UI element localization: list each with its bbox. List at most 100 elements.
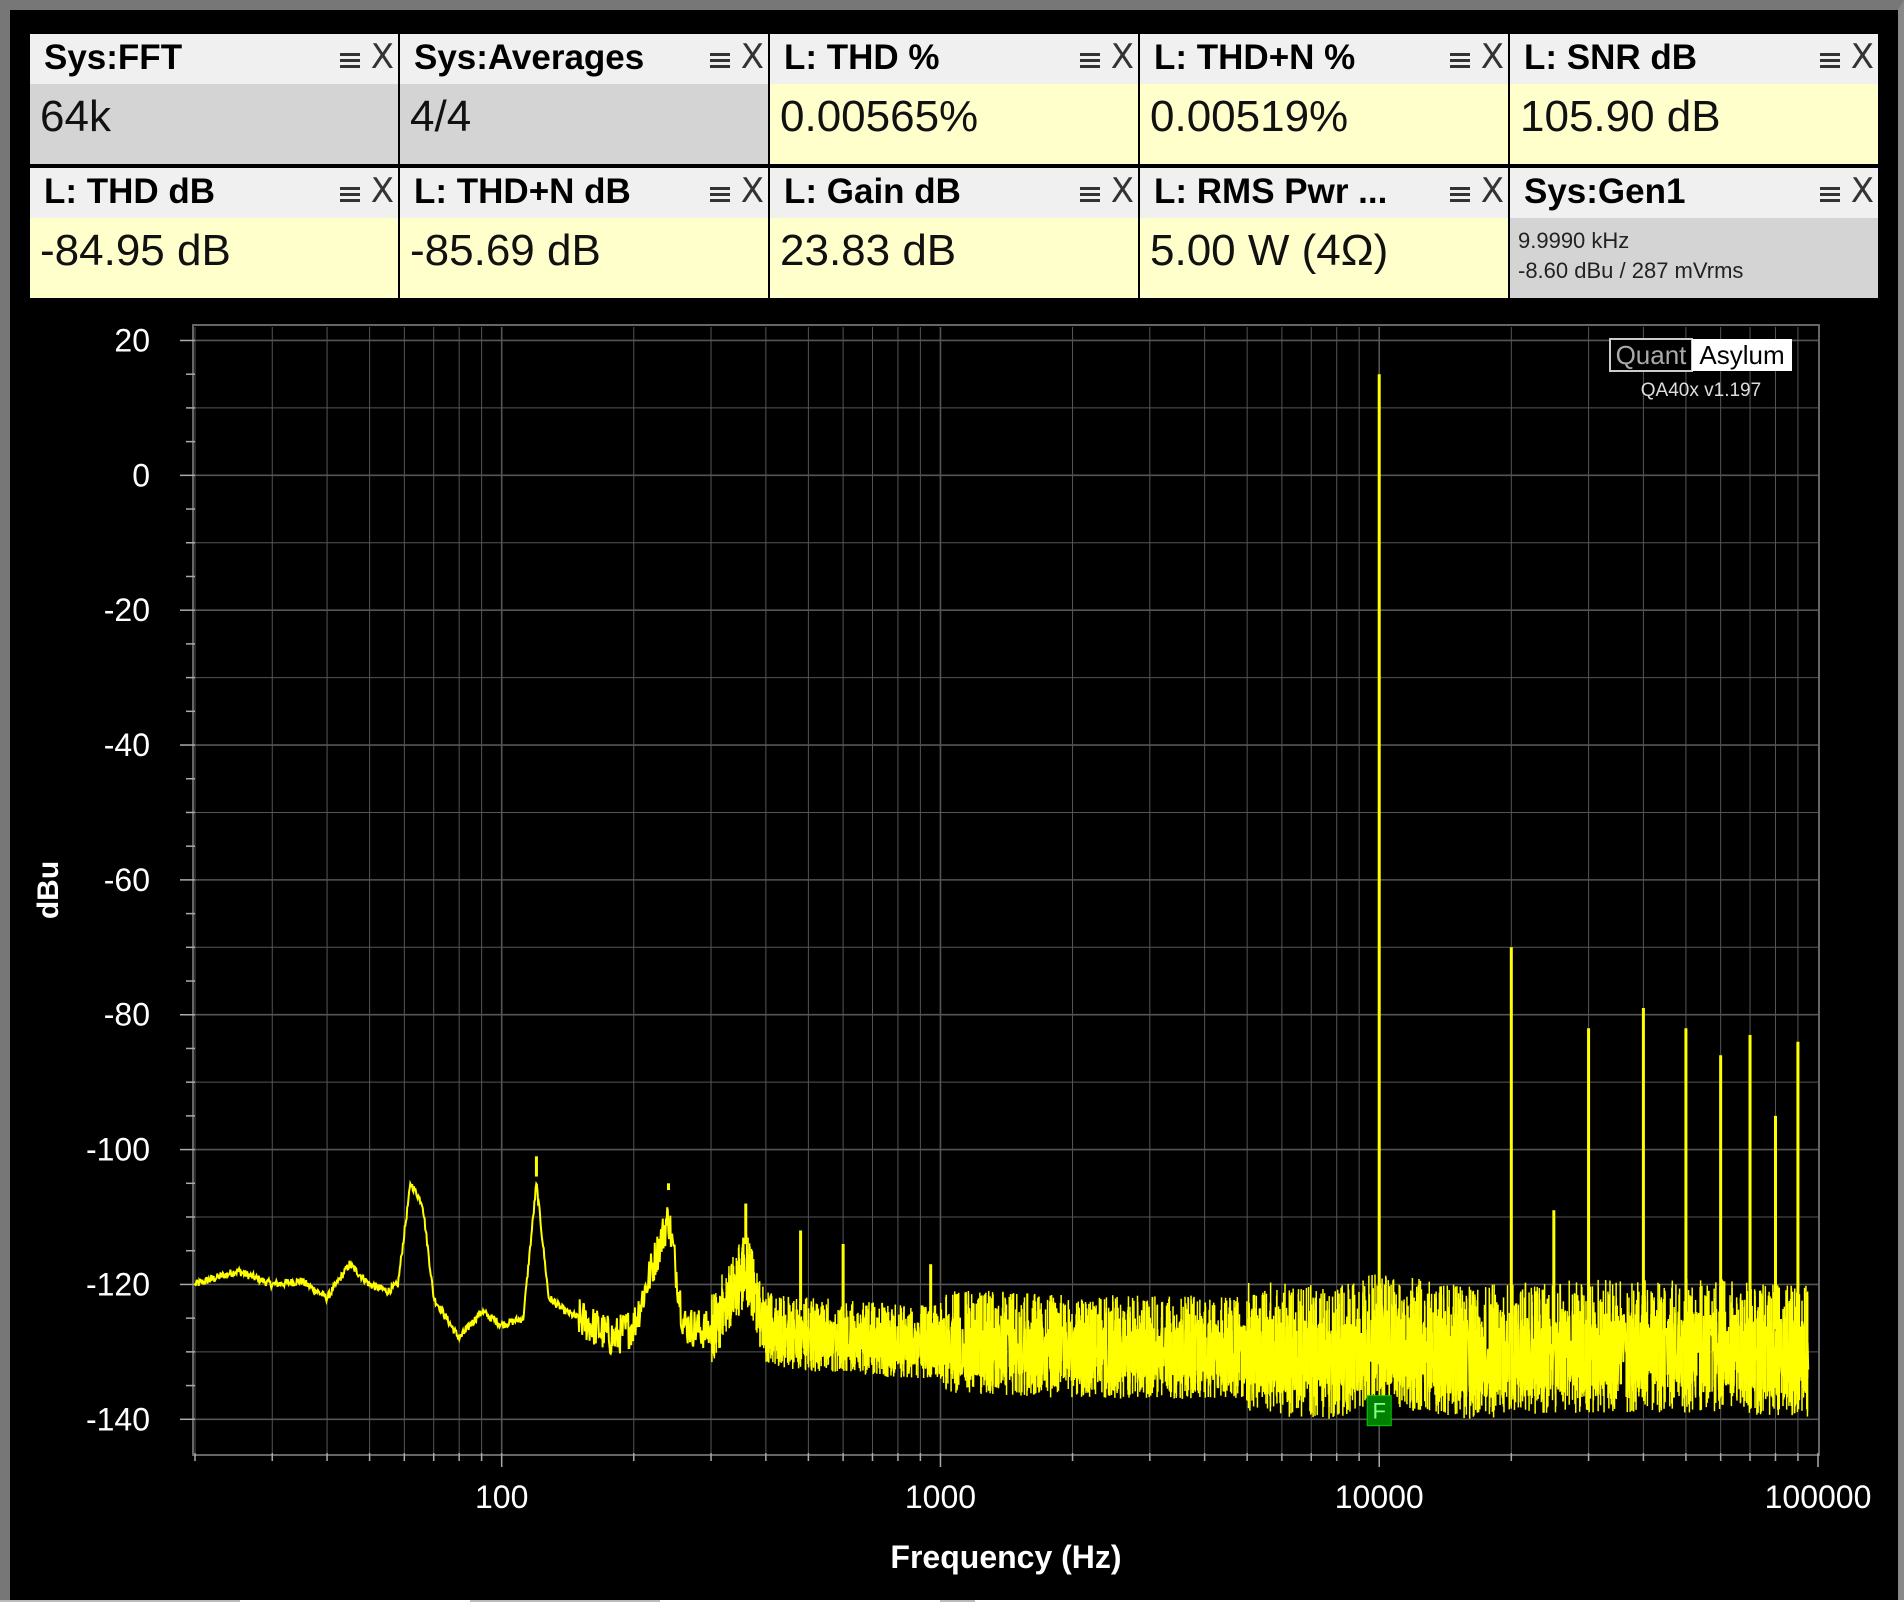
widget-value-area: 64k [30, 84, 398, 164]
widget-title: Sys:Gen1 [1524, 172, 1686, 211]
widget-value-area: 5.00 W (4Ω) [1140, 218, 1508, 298]
close-icon[interactable]: X [370, 171, 394, 211]
widget-title-bar[interactable]: Sys:FFT X [30, 34, 398, 84]
widget-value-area: 9.9990 kHz -8.60 dBu / 287 mVrms [1510, 218, 1878, 298]
y-tick-label: -60 [104, 862, 150, 898]
y-tick-label: -100 [86, 1132, 150, 1168]
widget-value: -84.95 dB [40, 226, 231, 275]
widget-value: 4/4 [410, 92, 472, 141]
close-icon[interactable]: X [740, 37, 764, 77]
logo-asylum: Asylum [1699, 340, 1784, 370]
noise-band [711, 1234, 1809, 1419]
widget-title: L: Gain dB [784, 172, 961, 211]
menu-icon[interactable] [1450, 185, 1470, 205]
widget-title-bar[interactable]: L: SNR dB X [1510, 34, 1878, 84]
harmonic-spikes [534, 374, 1800, 1331]
close-icon[interactable]: X [1850, 37, 1874, 77]
close-icon[interactable]: X [370, 37, 394, 77]
menu-icon[interactable] [1450, 51, 1470, 71]
widget-title: L: THD % [784, 38, 940, 77]
marker-label: F [1372, 1399, 1385, 1424]
x-tick-label: 100000 [1765, 1479, 1872, 1515]
widget-value-area: 0.00519% [1140, 84, 1508, 164]
widget-l-rms-pwr[interactable]: L: RMS Pwr ... X 5.00 W (4Ω) [1140, 168, 1508, 298]
close-icon[interactable]: X [1480, 37, 1504, 77]
widget-value-area: -84.95 dB [30, 218, 398, 298]
menu-icon[interactable] [710, 51, 730, 71]
close-icon[interactable]: X [740, 171, 764, 211]
y-tick-label: -120 [86, 1266, 150, 1302]
plot-area [192, 324, 1820, 1456]
widget-value-area: -85.69 dB [400, 218, 768, 298]
widget-value-area: 105.90 dB [1510, 84, 1878, 164]
menu-icon[interactable] [710, 185, 730, 205]
widget-l-gain-db[interactable]: L: Gain dB X 23.83 dB [770, 168, 1138, 298]
status-strip [0, 1600, 1904, 1616]
widget-value-area: 23.83 dB [770, 218, 1138, 298]
generator-level: -8.60 dBu / 287 mVrms [1518, 258, 1744, 283]
strip-segment [470, 1600, 660, 1602]
x-tick-label: 1000 [905, 1479, 976, 1515]
widget-title-bar[interactable]: L: THD % X [770, 34, 1138, 84]
widget-l-snr-db[interactable]: L: SNR dB X 105.90 dB [1510, 34, 1878, 164]
close-icon[interactable]: X [1480, 171, 1504, 211]
widget-sys-fft[interactable]: Sys:FFT X 64k [30, 34, 398, 164]
widget-title: L: SNR dB [1524, 38, 1698, 77]
menu-icon[interactable] [1820, 51, 1840, 71]
widget-title-bar[interactable]: L: Gain dB X [770, 168, 1138, 218]
widget-title-bar[interactable]: L: THD dB X [30, 168, 398, 218]
widget-title-bar[interactable]: L: RMS Pwr ... X [1140, 168, 1508, 218]
logo-version: QA40x v1.197 [1641, 380, 1761, 401]
widget-l-thd[interactable]: L: THD % X 0.00565% [770, 34, 1138, 164]
widget-value: 0.00519% [1150, 92, 1349, 141]
logo-quant: Quant [1616, 340, 1688, 370]
widget-title-bar[interactable]: Sys:Averages X [400, 34, 768, 84]
widget-value: 23.83 dB [780, 226, 957, 275]
widget-title: L: THD dB [44, 172, 216, 211]
widget-l-thd-n[interactable]: L: THD+N % X 0.00519% [1140, 34, 1508, 164]
x-axis: 100 1000 10000 100000 [194, 1453, 1872, 1515]
widget-value: 105.90 dB [1520, 92, 1721, 141]
strip-segment [0, 1600, 240, 1602]
menu-icon[interactable] [1080, 185, 1100, 205]
menu-icon[interactable] [340, 185, 360, 205]
widget-l-thd-db[interactable]: L: THD dB X -84.95 dB [30, 168, 398, 298]
close-icon[interactable]: X [1110, 37, 1134, 77]
widget-sys-gen1[interactable]: Sys:Gen1 X 9.9990 kHz -8.60 dBu / 287 mVrms [1510, 168, 1878, 298]
widget-value-area: 4/4 [400, 84, 768, 164]
widget-title-bar[interactable]: L: THD+N dB X [400, 168, 768, 218]
menu-icon[interactable] [1080, 51, 1100, 71]
widget-title: Sys:Averages [414, 38, 645, 77]
widget-title: L: RMS Pwr ... [1154, 172, 1388, 211]
quantasylum-logo: Quant Asylum QA40x v1.197 [1609, 338, 1792, 401]
y-tick-label: -80 [104, 997, 150, 1033]
y-tick-label: 20 [114, 322, 150, 358]
menu-icon[interactable] [1820, 185, 1840, 205]
widget-title: L: THD+N % [1154, 38, 1356, 77]
widget-title-bar[interactable]: Sys:Gen1 X [1510, 168, 1878, 218]
y-tick-label: -140 [86, 1401, 150, 1437]
menu-icon[interactable] [340, 51, 360, 71]
widget-sys-averages[interactable]: Sys:Averages X 4/4 [400, 34, 768, 164]
y-axis-label: dBu [32, 861, 65, 919]
widget-value: 64k [40, 92, 111, 141]
y-tick-label: -20 [104, 592, 150, 628]
close-icon[interactable]: X [1110, 171, 1134, 211]
widget-value: 5.00 W (4Ω) [1150, 226, 1389, 275]
x-tick-label: 100 [475, 1479, 528, 1515]
widget-title: Sys:FFT [44, 38, 183, 77]
widget-title-bar[interactable]: L: THD+N % X [1140, 34, 1508, 84]
generator-frequency: 9.9990 kHz [1518, 228, 1630, 253]
widget-value-area: 0.00565% [770, 84, 1138, 164]
y-tick-label: 0 [132, 457, 150, 493]
fundamental-marker[interactable]: F [1366, 1395, 1392, 1427]
widget-value: 0.00565% [780, 92, 979, 141]
close-icon[interactable]: X [1850, 171, 1874, 211]
widget-title: L: THD+N dB [414, 172, 631, 211]
widget-value: -85.69 dB [410, 226, 601, 275]
y-axis: 20 0 -20 -40 -60 -80 -100 -120 -140 [86, 322, 195, 1437]
widget-l-thd-n-db[interactable]: L: THD+N dB X -85.69 dB [400, 168, 768, 298]
x-tick-label: 10000 [1335, 1479, 1424, 1515]
y-tick-label: -40 [104, 727, 150, 763]
